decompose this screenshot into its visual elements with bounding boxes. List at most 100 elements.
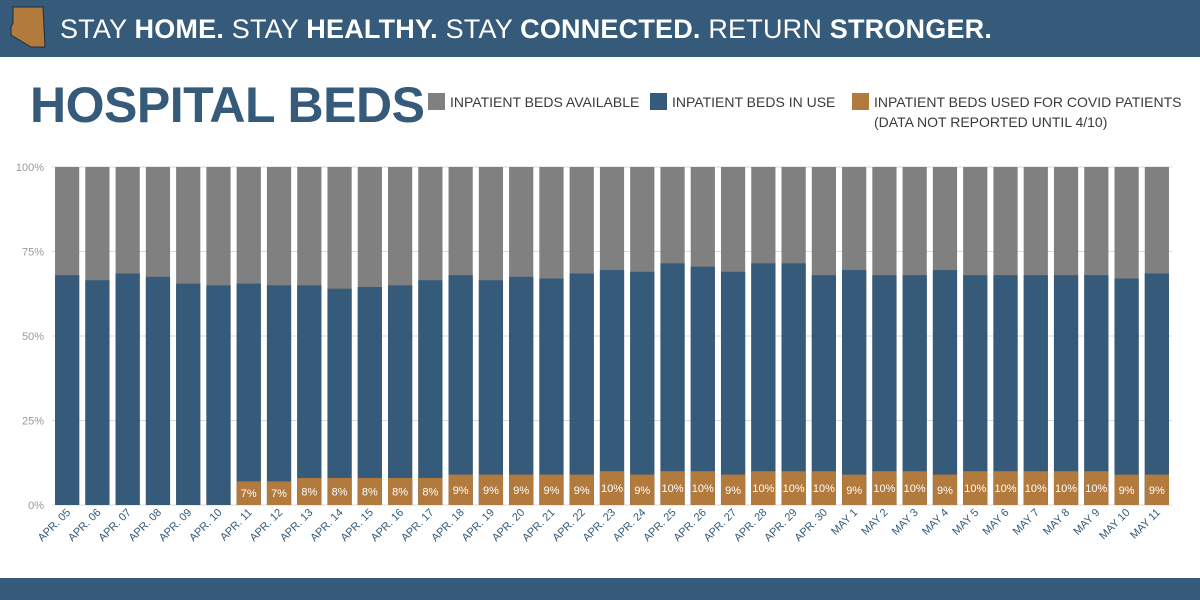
bar-in-use <box>690 266 715 505</box>
bar-in-use <box>388 285 413 505</box>
slogan-part: STRONGER. <box>829 14 993 44</box>
legend-swatch-available <box>428 93 445 110</box>
bar-in-use <box>206 285 231 505</box>
covid-data-label: 8% <box>392 486 408 498</box>
covid-data-label: 9% <box>544 485 560 497</box>
x-tick-label: MAY 4 <box>920 507 951 538</box>
covid-data-label: 8% <box>362 486 378 498</box>
bar-covid <box>751 471 776 505</box>
bar-covid <box>357 477 382 505</box>
bar-in-use <box>236 283 261 505</box>
bar-in-use <box>176 283 201 505</box>
bar-covid <box>630 474 655 505</box>
covid-data-label: 8% <box>301 486 317 498</box>
slogan-part: CONNECTED. <box>520 14 701 44</box>
y-tick-label: 75% <box>22 247 44 259</box>
bar-in-use <box>539 278 564 505</box>
x-tick-label: MAY 1 <box>829 507 860 538</box>
covid-data-label: 8% <box>332 486 348 498</box>
bar-in-use <box>963 275 988 505</box>
bar-covid <box>932 474 958 505</box>
covid-data-label: 10% <box>1085 483 1107 495</box>
x-tick-label: MAY 11 <box>1128 507 1163 542</box>
bar-in-use <box>993 275 1018 505</box>
x-tick-label: MAY 10 <box>1097 507 1132 542</box>
covid-data-label: 10% <box>601 483 623 495</box>
covid-data-label: 9% <box>725 485 741 497</box>
y-tick-label: 0% <box>28 500 44 512</box>
bar-in-use <box>55 275 80 505</box>
bar-covid <box>236 481 261 505</box>
bar-covid <box>297 477 322 505</box>
legend-label-covid: INPATIENT BEDS USED FOR COVID PATIENTS <box>874 94 1182 110</box>
bar-in-use <box>297 285 322 505</box>
bar-covid <box>327 477 352 505</box>
bar-in-use <box>1053 275 1079 505</box>
covid-data-label: 10% <box>662 483 684 495</box>
bar-covid <box>509 474 534 505</box>
covid-data-label: 10% <box>692 483 714 495</box>
bar-covid <box>388 477 413 505</box>
legend-swatch-covid <box>852 93 869 110</box>
bar-covid <box>781 471 806 505</box>
bar-covid <box>993 471 1018 505</box>
slogan-part: STAY <box>437 14 521 44</box>
bar-covid <box>448 474 473 505</box>
bar-in-use <box>1023 275 1048 505</box>
bar-in-use <box>630 271 655 505</box>
legend-label-in-use: INPATIENT BEDS IN USE <box>672 94 836 110</box>
bar-covid <box>1084 471 1109 505</box>
covid-data-label: 10% <box>994 483 1016 495</box>
slogan-part: HOME. <box>134 14 225 44</box>
x-tick-label: MAY 8 <box>1041 507 1072 538</box>
covid-data-label: 9% <box>1149 485 1165 497</box>
bar-covid <box>539 474 564 505</box>
bar-covid <box>690 471 715 505</box>
y-tick-label: 50% <box>22 331 44 343</box>
x-tick-label: MAY 6 <box>981 507 1012 538</box>
bar-in-use <box>145 276 171 505</box>
covid-data-label: 9% <box>513 485 529 497</box>
slogan-part: STAY <box>224 14 307 44</box>
bar-covid <box>418 477 443 505</box>
slogan-part: HEALTHY. <box>306 14 438 44</box>
bar-in-use <box>115 273 140 505</box>
bar-covid <box>720 474 746 505</box>
x-tick-label: MAY 2 <box>859 507 890 538</box>
legend-swatch-in-use <box>650 93 667 110</box>
slogan-part: STAY <box>60 14 135 44</box>
bar-in-use <box>569 273 594 505</box>
bar-covid <box>478 474 504 505</box>
bar-in-use <box>85 280 110 505</box>
bar-in-use <box>266 285 292 505</box>
footer-bar <box>0 578 1200 600</box>
bar-in-use <box>751 263 776 505</box>
legend-note-covid: (DATA NOT REPORTED UNTIL 4/10) <box>874 114 1108 130</box>
bar-in-use <box>872 275 897 505</box>
covid-data-label: 10% <box>873 483 895 495</box>
covid-data-label: 7% <box>271 488 287 500</box>
x-tick-label: MAY 7 <box>1011 507 1042 538</box>
covid-data-label: 9% <box>937 485 953 497</box>
covid-data-label: 10% <box>813 483 835 495</box>
covid-data-label: 10% <box>964 483 986 495</box>
x-tick-label: APR. 10 <box>187 507 224 544</box>
bar-in-use <box>509 276 534 505</box>
bar-covid <box>1053 471 1079 505</box>
covid-data-label: 9% <box>846 485 862 497</box>
bar-in-use <box>327 288 352 505</box>
x-tick-label: APR. 30 <box>793 507 830 544</box>
covid-data-label: 10% <box>1025 483 1047 495</box>
bar-covid <box>811 471 836 505</box>
bar-in-use <box>1144 273 1169 505</box>
header-banner: STAY HOME. STAY HEALTHY. STAY CONNECTED.… <box>0 0 1200 57</box>
bar-in-use <box>842 270 867 505</box>
bar-covid <box>963 471 988 505</box>
bar-covid <box>569 474 594 505</box>
covid-data-label: 10% <box>904 483 926 495</box>
bar-covid <box>1114 474 1139 505</box>
bar-in-use <box>448 275 473 505</box>
covid-data-label: 7% <box>241 488 257 500</box>
covid-data-label: 9% <box>483 485 499 497</box>
